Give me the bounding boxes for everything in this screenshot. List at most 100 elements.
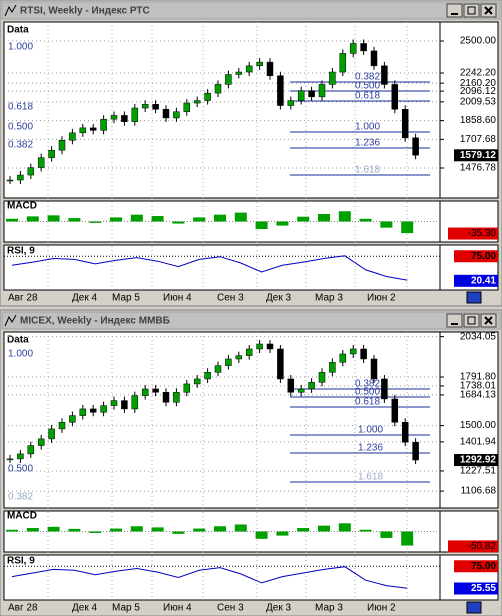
rsi-line (11, 566, 408, 589)
candle (110, 400, 118, 406)
candle (6, 179, 14, 182)
macd-bar (297, 527, 310, 532)
macd-bar (68, 218, 81, 222)
price-tick-label: 1858.60 (460, 115, 497, 126)
candle (204, 372, 211, 380)
last-price-label: 1579.12 (460, 150, 497, 161)
window-button-max[interactable] (463, 3, 480, 18)
candle (412, 137, 419, 156)
fib-label: 1.618 (355, 165, 380, 176)
candle (162, 392, 170, 403)
rsi-upper-box (454, 250, 498, 263)
candle (121, 400, 128, 410)
candle (360, 348, 367, 360)
macd-bar (338, 523, 351, 532)
rsi-last-label: 25.55 (471, 583, 496, 594)
macd-bar (47, 526, 60, 532)
macd-bar (26, 216, 39, 222)
macd-bar (89, 531, 102, 533)
fib-label: 0.382 (8, 492, 33, 503)
window-title: RTSI, Weekly - Индекс РТС (20, 6, 150, 17)
window-button-min[interactable] (446, 3, 463, 18)
macd-bar (110, 217, 122, 222)
candle (381, 65, 388, 85)
macd-bar (297, 216, 310, 222)
price-tick-label: 1684.13 (460, 390, 497, 401)
candle (131, 395, 139, 410)
macd-bar (68, 528, 81, 532)
candle (27, 445, 35, 455)
price-tick-label: 2500.00 (460, 36, 497, 47)
macd-bar (47, 215, 60, 222)
fib-label: 0.500 (8, 122, 33, 133)
rsi-last-label: 20.41 (471, 275, 496, 286)
macd-bar (193, 528, 206, 532)
price-tick-label: 1106.68 (461, 486, 497, 497)
macd-bar (214, 526, 226, 532)
candle (141, 388, 149, 396)
window-button-min[interactable] (446, 313, 463, 328)
candle (48, 428, 55, 440)
macd-bar (110, 528, 122, 532)
macd-bar (214, 214, 226, 222)
fib-label: 1.236 (355, 138, 380, 149)
window-title: MICEX, Weekly - Индекс ММВБ (20, 316, 170, 327)
price-tick-label: 1738.01 (460, 381, 497, 392)
candle (360, 43, 367, 52)
last-price-box (454, 149, 498, 162)
macd-bar (6, 218, 18, 222)
fib-label: 0.382 (8, 140, 33, 151)
macd-bar (151, 216, 164, 222)
panel-label: Data (7, 335, 29, 346)
candle (401, 109, 409, 139)
candle (17, 453, 24, 460)
candle (110, 115, 118, 120)
candle (58, 421, 66, 430)
candle (391, 398, 399, 423)
macd-bar (130, 526, 143, 532)
macd-bar (318, 213, 330, 222)
rsi-upper-label: 75.00 (471, 561, 496, 572)
candle (58, 140, 66, 151)
panel-icon[interactable] (466, 601, 482, 614)
macd-bar (172, 221, 185, 224)
x-axis-label: Мар 5 (112, 603, 140, 614)
window-button-max[interactable] (463, 313, 480, 328)
candle (287, 100, 295, 106)
panel (3, 244, 441, 291)
x-axis-label: Мар 3 (315, 603, 343, 614)
panel-label: MACD (7, 201, 37, 212)
window-icon (4, 4, 17, 17)
candle (17, 174, 24, 181)
window-icon (4, 314, 17, 327)
button-glyph (484, 6, 493, 15)
candle (297, 90, 305, 101)
candle (308, 382, 315, 390)
panel-icon[interactable] (466, 291, 482, 304)
candle (162, 109, 170, 119)
x-axis-label: Июн 4 (163, 293, 192, 304)
candle (204, 92, 211, 101)
candle (152, 388, 159, 393)
candle (48, 149, 55, 158)
macd-last-label: -50.82 (468, 541, 497, 552)
candle (349, 43, 357, 54)
fib-label: 1.236 (358, 443, 383, 454)
candle (339, 353, 347, 363)
macd-bar (255, 531, 268, 539)
fib-label: 0.618 (355, 91, 380, 102)
candle (329, 71, 336, 85)
x-axis-label: Сен 3 (217, 603, 244, 614)
macd-bar (401, 221, 414, 234)
fib-label: 1.000 (8, 42, 33, 53)
price-tick-label: 1476.78 (460, 163, 497, 174)
button-glyph (467, 6, 476, 15)
candle (121, 115, 128, 122)
panel-label: MACD (7, 511, 37, 522)
candle (266, 61, 274, 76)
macd-bar (401, 531, 414, 546)
candle (183, 102, 191, 112)
candle (245, 65, 253, 73)
price-tick-label: 2034.05 (460, 331, 497, 342)
